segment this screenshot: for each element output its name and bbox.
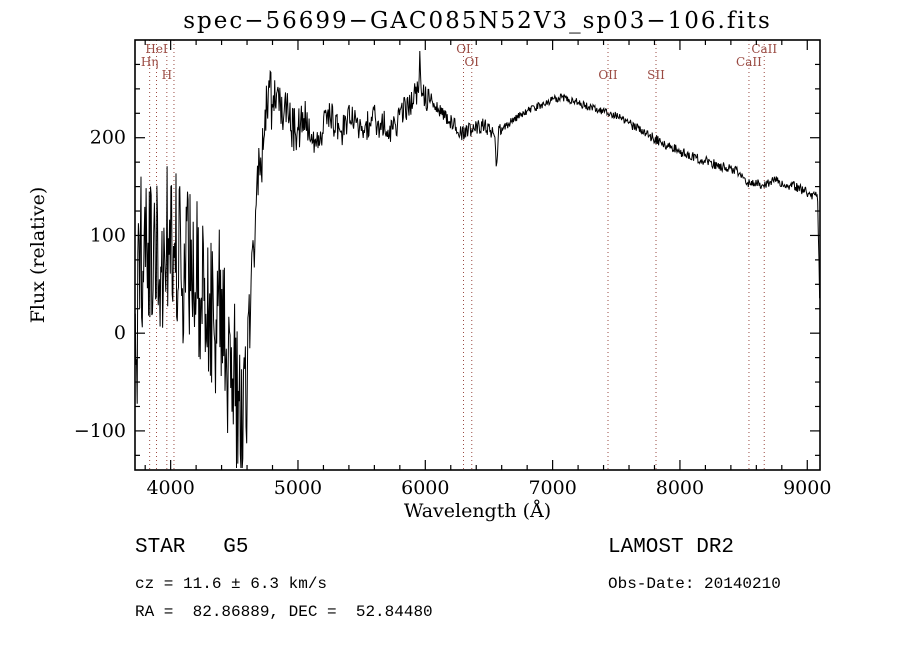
wavelength-axis-label: Wavelength (Å) bbox=[403, 500, 552, 522]
svg-text:6000: 6000 bbox=[401, 477, 449, 499]
svg-text:9000: 9000 bbox=[783, 477, 831, 499]
svg-text:7000: 7000 bbox=[528, 477, 576, 499]
svg-text:100: 100 bbox=[90, 224, 126, 246]
obsdate-text: Obs-Date: 20140210 bbox=[608, 575, 781, 593]
svg-text:−100: −100 bbox=[74, 420, 126, 442]
survey-text: LAMOST DR2 bbox=[608, 536, 735, 559]
svg-text:8000: 8000 bbox=[656, 477, 704, 499]
svg-text:5000: 5000 bbox=[274, 477, 322, 499]
svg-text:200: 200 bbox=[90, 127, 126, 149]
svg-text:HeI: HeI bbox=[145, 42, 168, 56]
plot-title: spec−56699−GAC085N52V3_sp03−106.fits bbox=[183, 8, 772, 34]
svg-text:CaII: CaII bbox=[751, 42, 777, 56]
svg-text:CaII: CaII bbox=[736, 55, 762, 69]
svg-text:0: 0 bbox=[114, 322, 126, 344]
svg-text:OI: OI bbox=[464, 55, 479, 69]
svg-text:OII: OII bbox=[598, 68, 618, 82]
flux-axis-label: Flux (relative) bbox=[27, 186, 49, 324]
svg-text:OI: OI bbox=[456, 42, 471, 56]
svg-text:4000: 4000 bbox=[146, 477, 194, 499]
svg-text:SII: SII bbox=[647, 68, 665, 82]
radec-text: RA = 82.86889, DEC = 52.84480 bbox=[135, 603, 433, 621]
svg-text:H: H bbox=[162, 68, 172, 82]
cz-text: cz = 11.6 ± 6.3 km/s bbox=[135, 575, 328, 593]
classification-text: STAR G5 bbox=[135, 536, 249, 559]
svg-text:Hη: Hη bbox=[141, 55, 159, 69]
